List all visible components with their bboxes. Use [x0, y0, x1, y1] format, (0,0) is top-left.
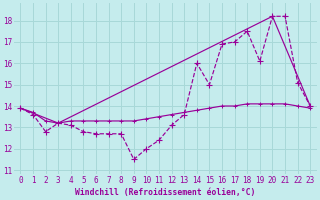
X-axis label: Windchill (Refroidissement éolien,°C): Windchill (Refroidissement éolien,°C) — [75, 188, 255, 197]
